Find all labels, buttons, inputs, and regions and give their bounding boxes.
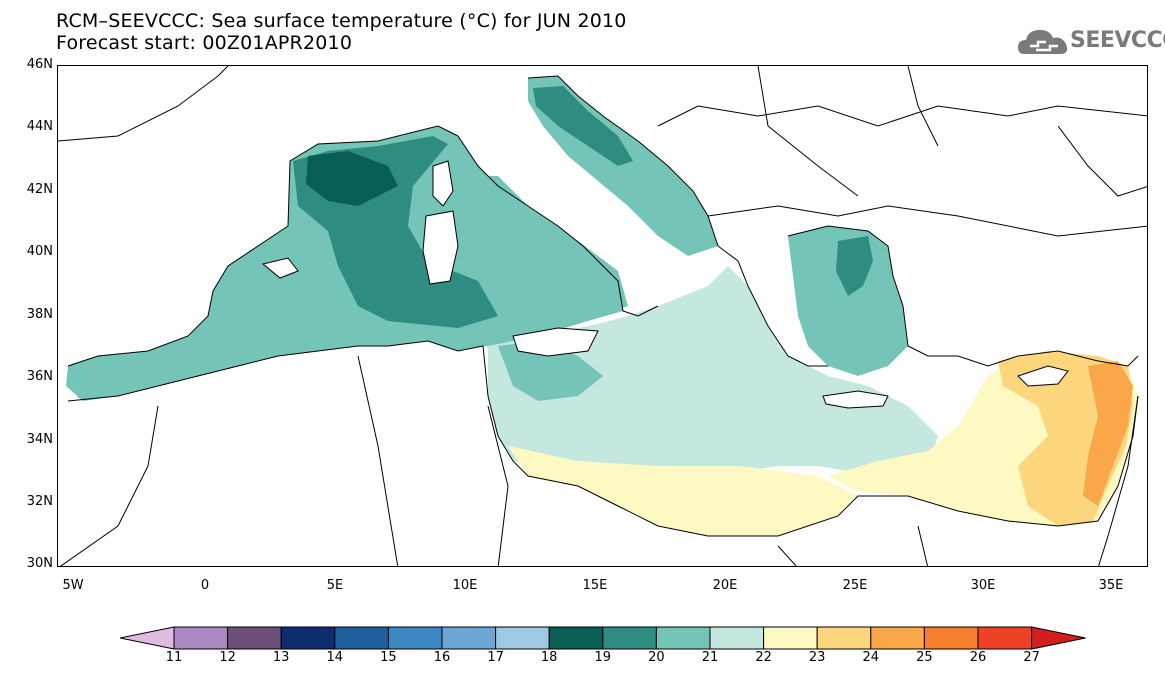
- logo-text: SEEVCCC: [1070, 28, 1165, 53]
- sea-alboran: [73, 336, 228, 398]
- colorbar-arrow-low: [120, 626, 175, 650]
- x-label-10e: 10E: [452, 578, 478, 593]
- colorbar-swatch: [173, 626, 229, 650]
- sea-tyrrhenian: [458, 176, 628, 331]
- colorbar-swatch: [387, 626, 443, 650]
- island-crete: [822, 390, 889, 409]
- x-label-30e: 30E: [970, 578, 996, 593]
- colorbar-label: 13: [272, 650, 290, 665]
- map-title: RCM–SEEVCCC: Sea surface temperature (°C…: [56, 10, 627, 54]
- colorbar-label: 16: [433, 650, 451, 665]
- x-label-20e: 20E: [712, 578, 738, 593]
- colorbar-swatch: [977, 626, 1033, 650]
- colorbar-swatch: [495, 626, 550, 650]
- y-label-40n: 40N: [26, 244, 53, 259]
- colorbar-label: 15: [380, 650, 397, 665]
- colorbar-swatch: [280, 626, 336, 650]
- colorbar-swatch: [602, 626, 657, 650]
- sst-map-canvas: [58, 66, 1147, 566]
- sea-levantine-hottest: [1083, 361, 1133, 506]
- colorbar-swatch: [548, 626, 604, 650]
- y-label-38n: 38N: [26, 307, 53, 322]
- sea-north-adriatic-cold: [533, 86, 633, 166]
- x-label-15e: 15E: [582, 578, 608, 593]
- sea-coldest-core: [306, 151, 398, 206]
- cloud-icon: [1018, 30, 1068, 54]
- colorbar-arrow-high: [1031, 626, 1086, 650]
- colorbar-swatch: [816, 626, 872, 650]
- y-label-44n: 44N: [26, 119, 53, 134]
- x-label-5w: 5W: [62, 578, 84, 593]
- colorbar-label: 25: [916, 650, 933, 665]
- colorbar-swatch: [334, 626, 389, 650]
- colorbar-label: 17: [487, 650, 504, 665]
- sea-libya-coast-warm: [508, 446, 858, 536]
- island-corsica: [432, 160, 454, 207]
- island-cyprus: [1017, 365, 1069, 387]
- colorbar-label: 19: [594, 650, 612, 665]
- island-sardinia: [422, 210, 459, 285]
- colorbar-label: 26: [969, 650, 987, 665]
- colorbar-label: 27: [1023, 650, 1040, 665]
- sst-map: [57, 65, 1148, 567]
- colorbar-label: 21: [701, 650, 719, 665]
- island-mallorca: [261, 257, 299, 279]
- sea-aegean-cold: [836, 236, 873, 296]
- sea-aegean: [788, 226, 908, 376]
- colorbar-swatch: [763, 626, 818, 650]
- colorbar-swatch: [870, 626, 925, 650]
- colorbar-label: 20: [648, 650, 665, 665]
- y-label-36n: 36N: [26, 369, 53, 384]
- colorbar-label: 14: [326, 650, 344, 665]
- y-label-34n: 34N: [26, 432, 53, 447]
- title-line-1: RCM–SEEVCCC: Sea surface temperature (°C…: [56, 10, 627, 32]
- colorbar-label: 24: [862, 650, 880, 665]
- y-label-30n: 30N: [26, 556, 53, 571]
- title-line-2: Forecast start: 00Z01APR2010: [56, 32, 353, 54]
- coastlines: [58, 66, 1147, 566]
- sea-central-med: [488, 266, 938, 476]
- colorbar: [120, 626, 1086, 650]
- colorbar-label: 12: [219, 650, 236, 665]
- colorbar-label: 23: [808, 650, 826, 665]
- island-sicily: [512, 327, 599, 357]
- colorbar-label: 18: [540, 650, 558, 665]
- colorbar-swatch: [709, 626, 765, 650]
- colorbar-swatch: [441, 626, 497, 650]
- x-label-35e: 35E: [1098, 578, 1124, 593]
- colorbar-swatch: [227, 626, 282, 650]
- y-label-42n: 42N: [26, 182, 53, 197]
- x-label-0: 0: [200, 578, 210, 593]
- colorbar-label: 11: [165, 650, 183, 665]
- y-label-32n: 32N: [26, 494, 53, 509]
- seevccc-logo: SEEVCCC: [1016, 22, 1165, 62]
- colorbar-swatch: [923, 626, 979, 650]
- x-label-25e: 25E: [842, 578, 868, 593]
- y-label-46n: 46N: [26, 57, 53, 72]
- sea-sicily-channel: [498, 341, 603, 401]
- x-label-5e: 5E: [326, 578, 344, 593]
- colorbar-label: 22: [755, 650, 772, 665]
- colorbar-swatch: [655, 626, 711, 650]
